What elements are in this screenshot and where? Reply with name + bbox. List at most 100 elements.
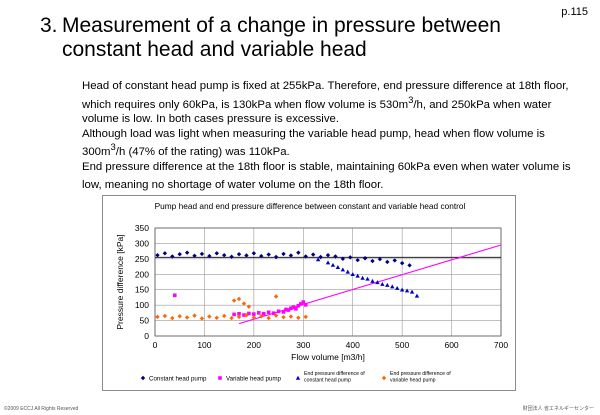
constant-head-point xyxy=(207,253,212,259)
variable-head-point xyxy=(247,311,251,316)
legend-marker xyxy=(381,375,387,381)
variable-head-point xyxy=(296,303,301,308)
x-axis-label: Flow volume [m3/h] xyxy=(291,352,365,362)
x-tick-label: 600 xyxy=(444,340,458,350)
y-tick-label: 350 xyxy=(135,223,149,233)
variable-head-point xyxy=(237,311,241,316)
end-pressure-constant-point xyxy=(390,284,395,289)
end-pressure-constant-point xyxy=(395,285,400,290)
legend-label: constant head pump xyxy=(304,378,351,384)
variable-head-point xyxy=(303,303,308,307)
organization-footer: 財団法人 省エネルギーセンター xyxy=(522,406,594,412)
end-pressure-variable-point xyxy=(170,315,175,321)
y-tick-label: 0 xyxy=(144,331,149,341)
page-number: p.115 xyxy=(561,6,588,18)
end-pressure-constant-point xyxy=(414,293,420,298)
end-pressure-variable-point xyxy=(236,296,242,302)
body-text: Head of constant head pump is fixed at 2… xyxy=(82,79,582,193)
end-pressure-constant-point xyxy=(315,257,321,262)
end-pressure-variable-point xyxy=(296,315,301,320)
x-tick-label: 400 xyxy=(346,340,360,350)
constant-head-point xyxy=(385,259,390,265)
superscript: 3 xyxy=(110,142,116,154)
x-tick-label: 500 xyxy=(395,340,409,350)
y-tick-label: 100 xyxy=(135,300,149,310)
x-tick-label: 0 xyxy=(153,340,158,350)
paragraph-text: End pressure difference at the 18th floo… xyxy=(82,160,571,191)
variable-head-point xyxy=(289,306,293,311)
legend-label: Variable head pump xyxy=(226,376,281,383)
end-pressure-variable-point xyxy=(241,301,247,306)
constant-head-point xyxy=(184,250,190,255)
end-pressure-constant-point xyxy=(335,264,341,269)
end-pressure-constant-point xyxy=(365,276,370,281)
constant-head-point xyxy=(170,254,175,259)
variable-head-point xyxy=(299,302,303,306)
constant-head-point xyxy=(266,252,271,257)
variable-head-point xyxy=(257,311,261,315)
variable-head-point xyxy=(261,311,266,316)
legend-label: Constant head pump xyxy=(149,376,207,383)
end-pressure-variable-point xyxy=(288,314,294,319)
variable-head-point xyxy=(286,308,291,312)
end-pressure-constant-point xyxy=(380,281,385,286)
variable-head-point xyxy=(271,311,276,315)
end-pressure-constant-point xyxy=(409,289,415,294)
end-pressure-variable-point xyxy=(251,315,257,320)
legend-marker xyxy=(140,375,146,381)
variable-head-point xyxy=(294,307,298,311)
plot-area xyxy=(154,227,502,337)
end-pressure-variable-point xyxy=(231,298,237,303)
constant-head-point xyxy=(407,263,412,268)
constant-head-point xyxy=(333,254,338,259)
end-pressure-variable-point xyxy=(244,313,249,318)
y-tick-label: 200 xyxy=(135,269,149,279)
end-pressure-variable-point xyxy=(236,314,242,320)
end-pressure-constant-point xyxy=(345,269,350,274)
constant-head-point xyxy=(296,250,301,255)
constant-head-point xyxy=(399,260,405,266)
constant-head-point xyxy=(348,255,353,260)
end-pressure-variable-point xyxy=(259,314,264,319)
constant-head-point xyxy=(251,251,257,256)
x-tick-label: 700 xyxy=(494,340,508,350)
end-pressure-variable-point xyxy=(155,314,160,320)
variable-head-point xyxy=(242,313,246,317)
slide-title-text: Measurement of a change in pressure betw… xyxy=(62,14,501,61)
variable-head-point xyxy=(266,310,271,315)
legend-marker xyxy=(218,376,222,380)
constant-head-point xyxy=(355,257,360,263)
x-tick-label: 300 xyxy=(296,340,310,350)
constant-head-point xyxy=(281,251,286,257)
constant-head-point xyxy=(177,252,182,257)
slide-title: 3. Measurement of a change in pressure b… xyxy=(40,14,540,62)
paragraph-text: Head of constant head pump is fixed at 2… xyxy=(82,80,569,111)
constant-head-point xyxy=(229,254,234,259)
end-pressure-variable-point xyxy=(162,313,168,319)
y-axis-label: Pressure difference [kPa] xyxy=(115,234,125,329)
constant-head-point xyxy=(222,252,227,258)
constant-head-point xyxy=(303,254,308,259)
constant-head-point xyxy=(192,253,197,258)
copyright-footer: ©2009 ECCJ All Rights Reserved xyxy=(4,406,79,412)
paragraph-text: /h (47% of the rating) was 110kPa. xyxy=(115,145,290,158)
constant-head-point xyxy=(325,252,331,258)
constant-head-point xyxy=(214,251,219,256)
constant-head-point xyxy=(370,258,375,264)
end-pressure-variable-point xyxy=(281,314,286,320)
variable-head-point xyxy=(252,312,256,316)
constant-head-point xyxy=(155,252,160,258)
constant-head-point xyxy=(288,253,294,258)
y-tick-label: 50 xyxy=(140,316,150,326)
y-tick-label: 300 xyxy=(135,238,149,248)
end-pressure-constant-point xyxy=(355,273,360,278)
end-pressure-variable-point xyxy=(177,314,182,319)
variable-head-point xyxy=(284,307,288,312)
end-pressure-constant-point xyxy=(330,262,336,267)
variable-head-point xyxy=(301,300,306,304)
variable-head-point xyxy=(276,309,281,314)
constant-head-point xyxy=(392,258,397,263)
end-pressure-constant-point xyxy=(325,260,331,265)
paragraph-text: Although load was light when measuring t… xyxy=(82,127,545,158)
body-paragraph: Head of constant head pump is fixed at 2… xyxy=(82,79,582,127)
